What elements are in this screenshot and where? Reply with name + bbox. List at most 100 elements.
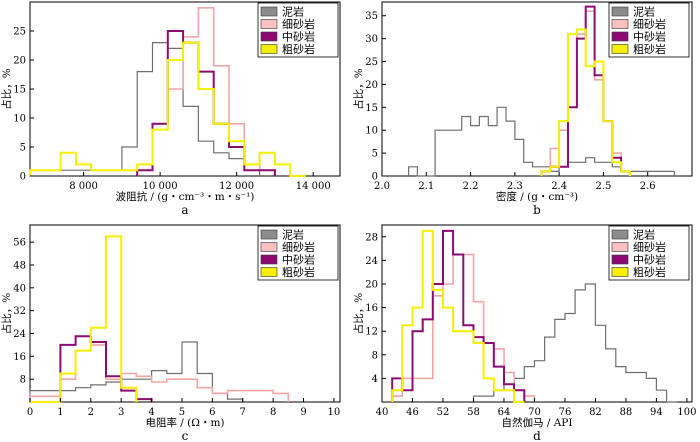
legend-swatch [260,254,278,265]
y-tick-label: 24 [365,256,378,267]
x-tick-label: 2.2 [463,181,479,192]
legend-swatch [611,31,629,42]
y-tick-label: 56 [13,238,26,249]
legend-swatch [260,44,278,54]
x-tick-label: 70 [528,407,541,418]
x-tick-label: 40 [376,407,389,418]
legend-label: 中砂岩 [633,30,666,44]
x-tick-label: 7 [240,407,246,418]
legend-label: 泥岩 [633,5,655,19]
x-tick-label: 0 [27,407,33,418]
y-tick-label: 25 [365,57,378,68]
legend-swatch [260,19,278,29]
x-tick-label: 14 000 [296,181,331,192]
legend-swatch [611,229,629,240]
legend-label: 粗砂岩 [633,42,666,56]
y-tick-label: 16 [13,352,26,363]
x-tick-label: 88 [620,407,633,418]
legend-swatch [260,267,278,277]
series-line-1 [408,106,675,177]
chart-panel-d: 40 46 52 58 64 70 76 82 88 94 100 4 8 12 16 20 24 28 自然伽马 … [352,224,696,442]
x-tick-label: 4 [148,407,154,418]
y-tick-label: 35 [365,11,378,22]
chart-panel-a: 8 000 10 000 12 000 14 000 0 5 10 15 20 25 波阻抗 / (… [0,1,341,217]
plot-frame [381,224,693,403]
y-axis-label: 占比，% [0,293,13,334]
series-line-4 [29,41,306,177]
y-tick-label: 10 [365,126,378,137]
series-line-2 [136,7,276,176]
legend-swatch [611,254,629,265]
y-tick-label: 20 [365,280,378,291]
y-axis-label: 占比，% [352,293,365,334]
y-tick-label: 40 [13,283,26,294]
legend-swatch [611,6,629,17]
x-tick-label: 5 [179,407,185,418]
x-tick-label: 2.6 [640,181,656,192]
x-tick-label: 2.1 [418,181,434,192]
x-axis-label: 电阻率 / (Ω・m) [145,416,224,429]
x-tick-label: 10 000 [143,181,178,192]
legend-label: 中砂岩 [282,253,315,267]
plot-frame [381,1,693,177]
y-tick-label: 8 [372,350,378,361]
legend-label: 中砂岩 [633,253,666,267]
y-tick-label: 12 [365,327,378,338]
legend-swatch [611,267,629,277]
x-tick-label: 64 [498,407,511,418]
series-line-3 [391,229,526,402]
x-tick-label: 2.3 [507,181,523,192]
legend-label: 中砂岩 [282,30,315,44]
x-tick-label: 2.4 [551,181,567,192]
x-axis-label: 自然伽马 / API [501,416,572,429]
y-tick-label: 10 [13,114,26,125]
y-tick-label: 15 [365,103,378,114]
x-tick-label: 1 [57,407,63,418]
y-tick-label: 5 [20,143,26,154]
x-tick-label: 58 [467,407,480,418]
panel-letter: b [533,203,541,217]
x-axis-label: 波阻抗 / (g・cm⁻³・m・s⁻¹) [116,190,255,203]
legend-label: 泥岩 [282,5,304,19]
y-tick-label: 4 [372,374,378,385]
series-line-4 [540,28,631,176]
y-tick-label: 16 [365,303,378,314]
legend-swatch [260,229,278,240]
panel-letter: c [182,429,189,442]
legend-label: 细砂岩 [282,240,315,254]
x-tick-label: 100 [677,407,696,418]
legend-swatch [611,44,629,54]
x-tick-label: 6 [209,407,215,418]
legend-swatch [260,242,278,252]
y-tick-label: 15 [13,85,26,96]
x-tick-label: 2.0 [374,181,390,192]
series-line-4 [30,235,138,403]
x-tick-label: 94 [650,407,663,418]
series-line-1 [29,42,261,176]
x-tick-label: 2 [88,407,94,418]
legend-swatch [260,6,278,17]
y-tick-label: 5 [372,149,378,160]
legend-label: 粗砂岩 [633,265,666,279]
panel-letter: a [181,203,188,217]
y-tick-label: 0 [20,172,26,183]
plot-frame [29,224,341,403]
x-tick-label: 2.5 [595,181,611,192]
legend-swatch [611,242,629,252]
x-tick-label: 3 [118,407,124,418]
series-line-4 [391,229,525,403]
legend-label: 细砂岩 [633,17,666,31]
y-axis-label: 占比，% [0,68,13,109]
legend-label: 泥岩 [633,228,655,242]
x-tick-label: 52 [437,407,450,418]
x-tick-label: 82 [589,407,602,418]
y-tick-label: 32 [13,306,26,317]
y-tick-label: 30 [365,34,378,45]
y-tick-label: 28 [365,232,378,243]
